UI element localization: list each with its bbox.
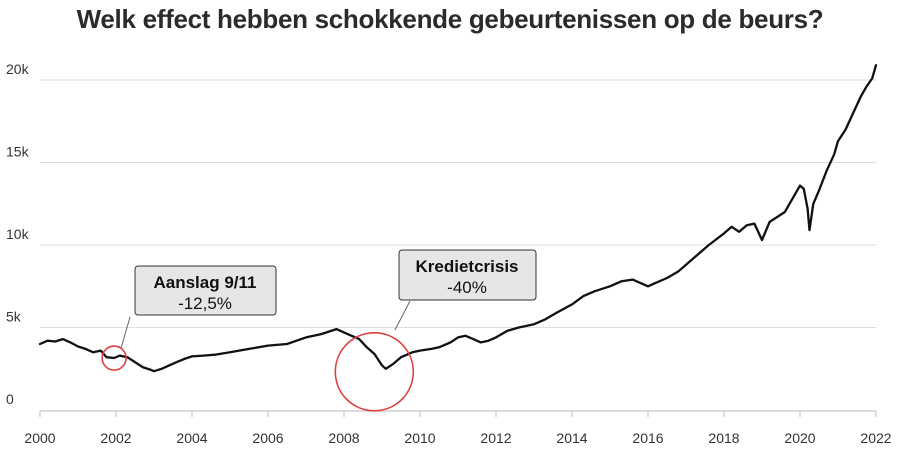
gridlines xyxy=(40,79,876,328)
annotation-title-kredietcrisis: Kredietcrisis xyxy=(416,257,519,276)
annotation-value-kredietcrisis: -40% xyxy=(447,278,487,297)
annotation-box-aanslag xyxy=(134,265,277,316)
x-axis: 2000 2002 2004 2006 2008 2010 2012 2014 2016 2018… xyxy=(24,410,892,446)
annotation-circle-kredietcrisis xyxy=(334,331,415,412)
annotation-leader-aanslag xyxy=(120,316,131,349)
x-tick-label: 2018 xyxy=(708,430,739,446)
annotation-leader-kredietcrisis xyxy=(394,300,411,331)
x-tick-label: 2002 xyxy=(100,430,131,446)
chart-title: Welk effect hebben schokkende gebeurteni… xyxy=(76,4,824,34)
annotation-kredietcrisis: Kredietcrisis -40% xyxy=(334,249,537,412)
x-tick-label: 2010 xyxy=(404,430,435,446)
annotation-box-kredietcrisis xyxy=(398,249,537,301)
annotation-aanslag: Aanslag 9/11 -12,5% xyxy=(101,265,277,371)
x-tick-label: 2016 xyxy=(632,430,663,446)
x-tick-label: 2008 xyxy=(328,430,359,446)
x-tick-label: 2004 xyxy=(176,430,207,446)
x-tick-label: 2014 xyxy=(556,430,587,446)
y-axis-ticks: 0 5k 10k 15k 20k xyxy=(6,61,30,407)
annotation-title-aanslag: Aanslag 9/11 xyxy=(153,273,256,292)
x-tick-label: 2020 xyxy=(784,430,815,446)
annotation-value-aanslag: -12,5% xyxy=(178,294,232,313)
x-tick-label: 2000 xyxy=(24,430,55,446)
y-tick-label: 5k xyxy=(6,309,22,325)
y-tick-label: 20k xyxy=(6,61,30,77)
x-tick-label: 2012 xyxy=(480,430,511,446)
series-line xyxy=(38,64,878,373)
y-tick-label: 15k xyxy=(6,144,30,160)
y-tick-label: 10k xyxy=(6,226,30,242)
annotation-circle-aanslag xyxy=(101,345,127,371)
y-tick-label: 0 xyxy=(6,391,14,407)
x-tick-label: 2006 xyxy=(252,430,283,446)
x-tick-label: 2022 xyxy=(860,430,891,446)
